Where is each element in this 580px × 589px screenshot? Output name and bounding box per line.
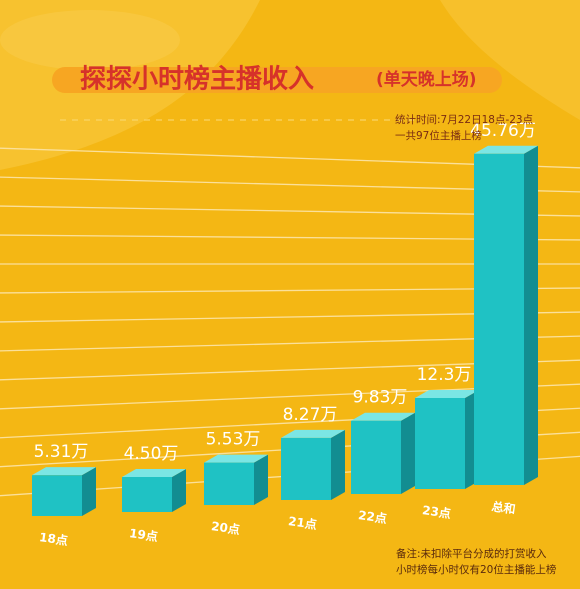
bar-side <box>254 454 268 505</box>
bar-top <box>32 467 96 476</box>
footnote-line1: 备注:未扣除平台分成的打赏收入 <box>396 548 547 560</box>
category-labels: 18点 19点 20点 21点 22点 23点 总和 <box>38 498 516 548</box>
category-label: 20点 <box>210 518 241 537</box>
bar-side <box>82 467 96 516</box>
stats-time: 统计时间:7月22日18点-23点 <box>395 114 534 126</box>
chart-title: 探探小时榜主播收入 <box>80 64 314 95</box>
stats-info: 统计时间:7月22日18点-23点 一共97位主播上榜 <box>395 112 533 144</box>
bar <box>351 412 415 494</box>
bar-top <box>122 469 186 477</box>
category-label: 21点 <box>287 513 318 532</box>
bar-side <box>172 469 186 512</box>
bar <box>415 389 479 489</box>
bar <box>474 145 538 485</box>
bars <box>32 145 538 516</box>
category-label: 18点 <box>38 529 69 548</box>
bar-front <box>415 397 465 489</box>
value-label: 8.27万 <box>283 405 338 425</box>
bar-top <box>415 389 479 398</box>
bar-top <box>281 429 345 438</box>
bar-side <box>401 412 415 494</box>
bar-top <box>204 454 268 463</box>
bar-front <box>32 475 82 516</box>
value-label: 9.83万 <box>353 388 408 408</box>
bar <box>32 467 96 516</box>
value-label: 5.53万 <box>206 430 261 450</box>
value-label: 12.3万 <box>417 365 472 385</box>
bar-front <box>204 462 254 505</box>
bar-front <box>474 153 524 485</box>
footnote-line2: 小时榜每小时仅有20位主播能上榜 <box>396 564 557 576</box>
bar-side <box>331 429 345 500</box>
chart-subtitle: (单天晚上场) <box>376 69 477 90</box>
category-label: 19点 <box>128 525 159 544</box>
bar-front <box>122 477 172 512</box>
bar <box>204 454 268 505</box>
value-label: 5.31万 <box>34 442 89 462</box>
bar-front <box>351 420 401 494</box>
category-label: 总和 <box>491 498 517 516</box>
bar-front <box>281 437 331 500</box>
value-label: 4.50万 <box>124 444 179 464</box>
value-label: 45.76万 <box>470 121 536 141</box>
bar <box>122 469 186 512</box>
footnote: 备注:未扣除平台分成的打赏收入 小时榜每小时仅有20位主播能上榜 <box>376 546 556 578</box>
bar-top <box>351 412 415 421</box>
title-banner: 探探小时榜主播收入 (单天晚上场) <box>52 64 502 95</box>
category-label: 23点 <box>421 502 452 521</box>
value-labels: 5.31万 4.50万 5.53万 8.27万 9.83万 12.3万 45.76万 <box>34 121 536 464</box>
stats-count: 一共97位主播上榜 <box>395 130 482 142</box>
category-label: 22点 <box>357 507 388 526</box>
bar-top <box>474 145 538 154</box>
bar <box>281 429 345 500</box>
bar-side <box>524 145 538 485</box>
